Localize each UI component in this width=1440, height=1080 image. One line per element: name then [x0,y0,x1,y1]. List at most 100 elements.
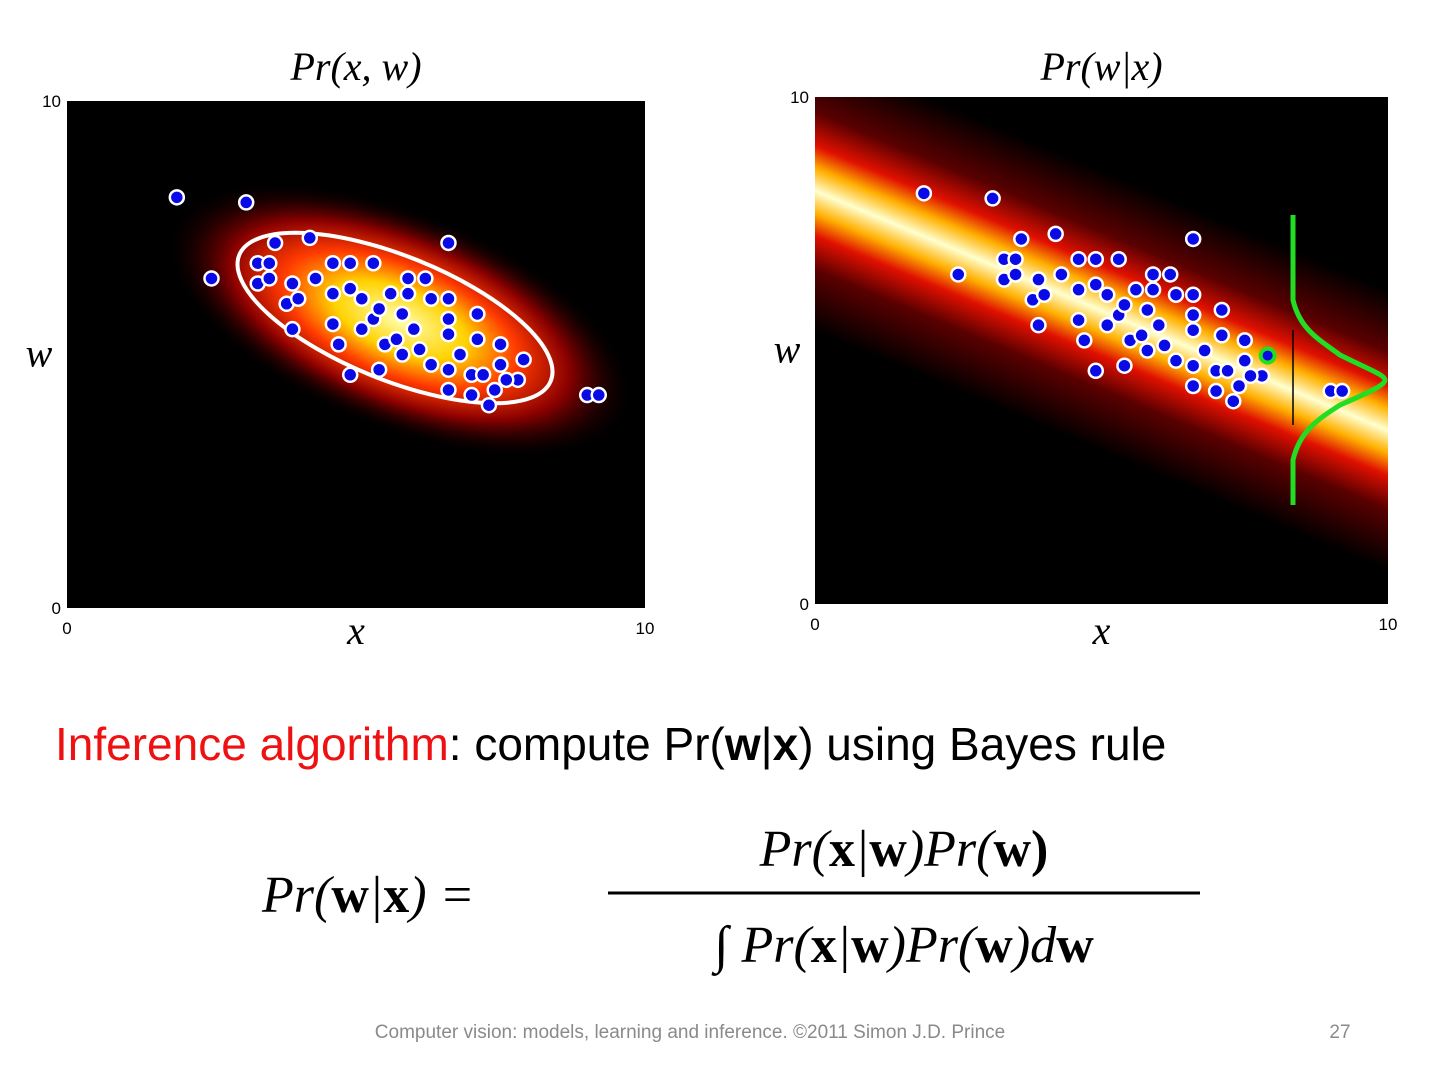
x-axis-label: x [346,608,365,653]
conditional-curve [1290,215,1388,505]
data-point [498,371,515,389]
data-point [590,386,608,404]
equation-numerator: Pr(x|w)Pr(w) [759,821,1049,878]
data-point [341,254,359,272]
data-point [1196,342,1213,359]
data-point [393,346,411,363]
data-point [1035,286,1053,303]
data-point [301,229,319,247]
y-tick-label: 10 [42,92,61,111]
data-point [370,361,388,378]
data-point [1087,362,1105,380]
data-point [1184,357,1202,374]
y-axis-label: w [774,327,801,372]
data-point [1333,382,1351,400]
data-point [261,254,278,272]
data-point [1070,311,1087,329]
data-point [330,336,347,353]
data-point [399,270,417,287]
data-point [1207,382,1225,400]
data-point [515,351,532,368]
data-point [440,290,457,307]
data-point [261,270,278,287]
data-point [440,381,457,399]
equation-part: Pr( [759,821,832,878]
data-point [422,290,440,307]
data-point [1167,352,1185,369]
x-tick-label: 0 [810,615,819,634]
data-point [451,346,469,363]
data-point [486,381,503,399]
data-point [1127,281,1145,298]
data-point [1030,271,1047,288]
data-point [492,356,509,373]
data-point [1219,362,1236,380]
data-point [1184,286,1202,303]
data-point [382,285,399,302]
data-point [480,396,498,414]
equation-part: ) [1031,821,1048,878]
data-point [1133,327,1150,344]
equation-part: | [369,867,383,924]
equation-part: )Pr( [886,917,978,974]
data-point [1184,230,1202,248]
y-axis-label: w [26,331,53,376]
data-point [1156,337,1173,354]
data-point [422,356,440,373]
data-point [1213,327,1231,344]
data-point [1053,266,1070,283]
y-tick-label: 10 [790,88,809,107]
data-point [1150,316,1168,334]
data-point [1139,301,1156,319]
data-point [463,386,480,404]
heading-text: : compute Pr( [449,718,726,770]
data-point [469,305,486,323]
x-axis-label: x [1092,608,1111,653]
data-point [1087,250,1105,268]
equation-part: x [829,821,855,878]
data-point [284,320,301,338]
data-point [1013,230,1030,248]
heading: Inference algorithm: compute Pr(w|x) usi… [55,718,1166,770]
data-point [411,341,428,358]
equation-part: )Pr( [904,821,996,878]
data-point [353,290,371,307]
equation-part: w [869,821,907,878]
heading-text: | [761,718,773,770]
data-point [1116,296,1133,314]
data-point [341,366,359,384]
data-point [284,275,301,292]
data-point [388,331,405,348]
data-point [984,190,1001,207]
equation-part: w [331,867,369,924]
heading-text: w [724,718,761,770]
heatmap-right [815,97,1388,604]
equation-part: Pr( [261,867,334,924]
data-point [1007,266,1024,283]
data-point [1098,286,1116,303]
data-point [1242,367,1259,385]
data-point [1184,377,1202,395]
equation-part: w [993,821,1031,878]
data-point [307,270,324,287]
data-point [237,194,255,211]
equation-denominator: ∫ Pr(x|w)Pr(w)dw [711,917,1094,976]
x-tick-label: 10 [1379,615,1398,634]
data-point [1030,316,1047,334]
data-point [365,254,382,272]
footer: Computer vision: models, learning and in… [375,1022,1005,1043]
equation-part: ∫ Pr( [711,917,813,976]
data-point [417,270,434,287]
data-point [1087,276,1105,293]
x-tick-label: 10 [636,619,655,638]
data-point [1070,250,1087,268]
data-point [324,285,342,302]
x-tick-label: 0 [62,619,71,638]
data-point [266,234,284,252]
data-point [1236,332,1253,349]
equation-part: x [383,867,409,924]
heading-text: x [773,718,799,770]
equation-part: x [811,917,837,974]
heading-text: ) using Bayes rule [798,718,1166,770]
